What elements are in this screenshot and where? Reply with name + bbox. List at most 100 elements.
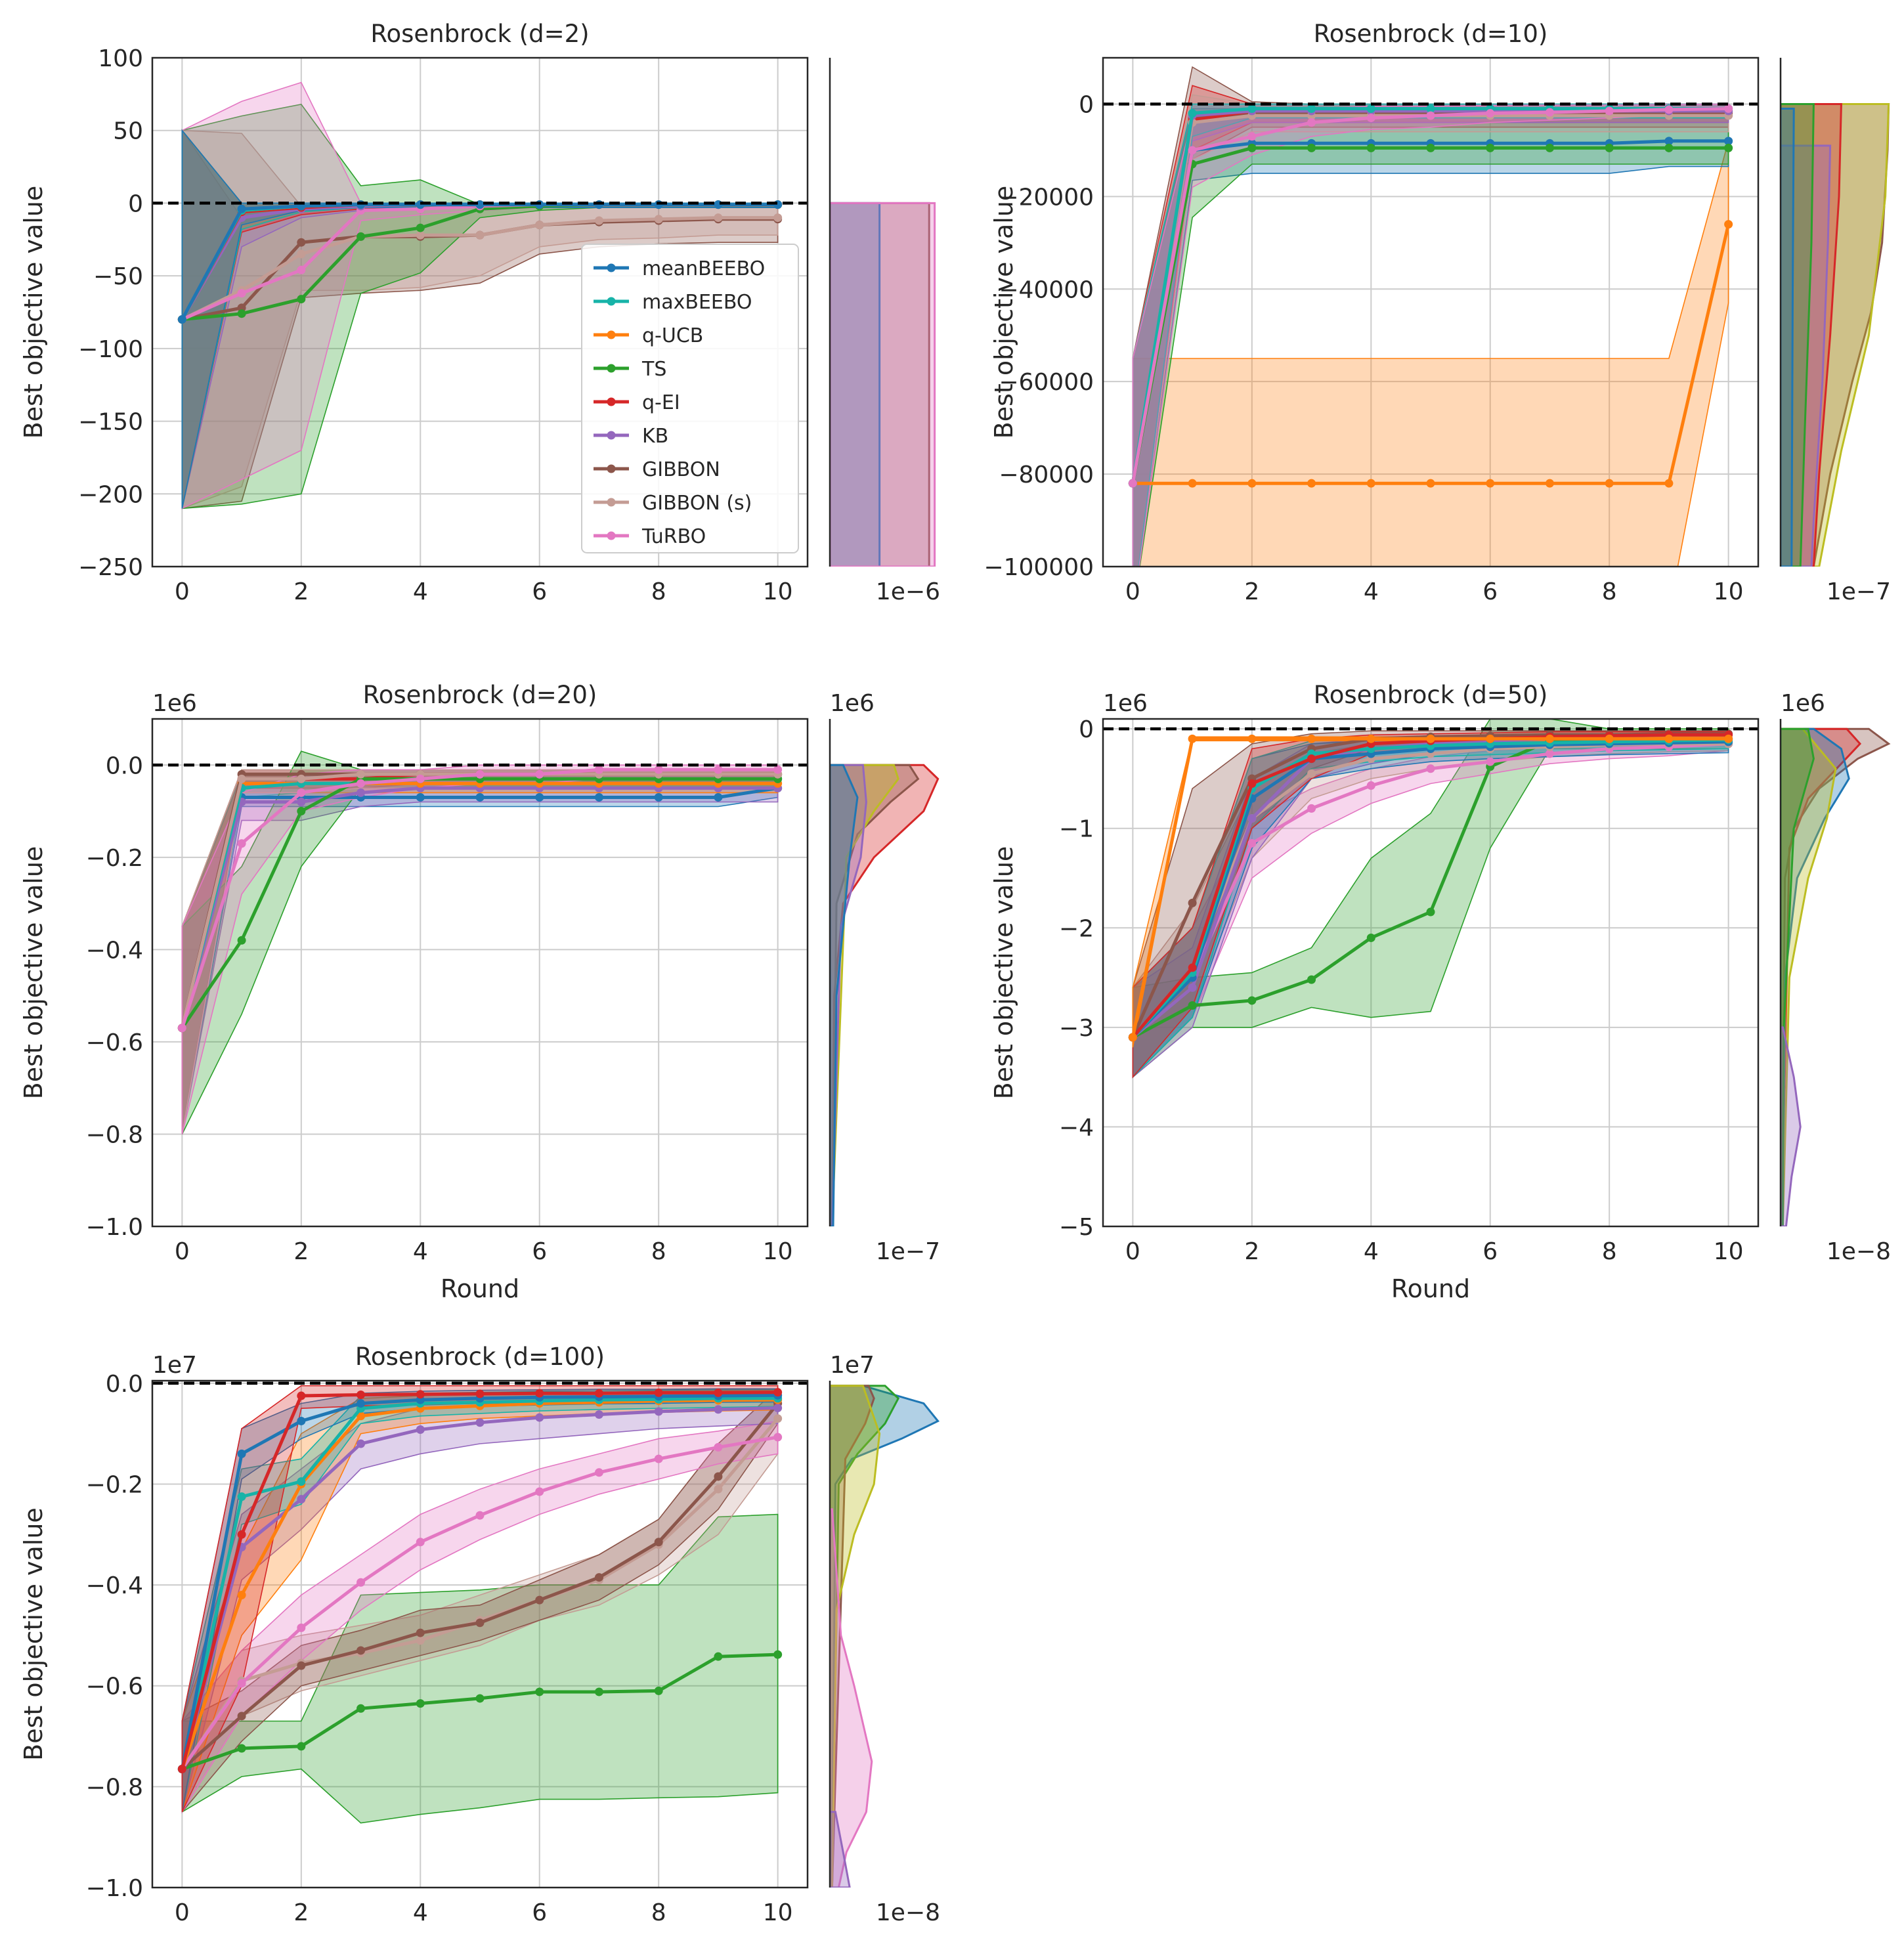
point-q-ucb [1366, 734, 1375, 743]
point-turbo [475, 1511, 485, 1520]
point-maxbeebo [1247, 104, 1257, 113]
panel-1: 0 2 4 6 8 10 100 50 0 −50 −100 −150 −200 −250 Rosenbro… [19, 20, 940, 605]
point-kb [1188, 983, 1197, 992]
x-tick-label: 2 [293, 578, 309, 605]
point-q-ei [1188, 963, 1197, 972]
point-turbo [1426, 111, 1435, 120]
kde-extra-kde [830, 1385, 881, 1888]
point-ts [1247, 996, 1257, 1005]
x-tick-label: 2 [1244, 578, 1259, 605]
point-kb [297, 797, 306, 806]
y-tick-label: −0.6 [86, 1029, 143, 1056]
point-turbo [535, 769, 544, 779]
x-tick-label: 8 [1602, 1238, 1617, 1265]
point-meanbeebo [654, 792, 663, 802]
x-tick-label: 0 [175, 1899, 190, 1926]
point-q-ucb [237, 1590, 246, 1599]
point-meanbeebo [1724, 137, 1733, 146]
y-offset-label: 1e6 [152, 690, 197, 717]
band-q-ucb [1132, 140, 1729, 567]
point-turbo [1605, 106, 1614, 116]
point-maxbeebo [297, 1477, 306, 1486]
panel-title: Rosenbrock (d=100) [355, 1343, 605, 1371]
point-turbo [535, 1487, 544, 1496]
x-tick-label: 6 [532, 1899, 547, 1926]
point-gibbon-s- [475, 230, 485, 240]
point-q-ucb [1605, 479, 1614, 488]
point-turbo [654, 1454, 663, 1463]
point-q-ei [594, 1389, 603, 1398]
point-kb [773, 1403, 783, 1412]
point-meanbeebo [297, 1416, 306, 1425]
point-ts [1545, 143, 1554, 152]
point-ts [1247, 143, 1257, 152]
point-turbo [237, 289, 246, 298]
point-ts [1724, 143, 1733, 152]
x-tick-label: 4 [1364, 578, 1379, 605]
point-ts [594, 1687, 603, 1696]
x-tick-label: 8 [1602, 578, 1617, 605]
point-ts [475, 1694, 485, 1703]
point-meanbeebo [177, 315, 186, 324]
legend-label: KB [642, 425, 668, 448]
point-gibbon-s- [297, 249, 306, 259]
y-tick-label: 0.0 [106, 1371, 143, 1398]
point-gibbon [297, 238, 306, 247]
point-q-ucb [1426, 734, 1435, 743]
x-tick-label: 0 [175, 1238, 190, 1265]
kde-area [1781, 727, 1891, 1226]
point-gibbon-s- [535, 221, 544, 230]
point-maxbeebo [1426, 104, 1435, 113]
x-tick-label: 2 [293, 1899, 309, 1926]
kde-area [830, 202, 936, 567]
y-axis-label: Best objective value [989, 186, 1018, 439]
plot-area [1128, 719, 1733, 1079]
point-turbo [357, 1578, 366, 1587]
y-tick-label: −0.2 [86, 845, 143, 872]
point-turbo [237, 839, 246, 848]
x-tick-label: 6 [532, 578, 547, 605]
point-q-ucb [357, 1412, 366, 1421]
point-q-ei [416, 1390, 425, 1399]
point-kb [1247, 814, 1257, 823]
legend-swatch-marker [607, 297, 616, 306]
panel-title: Rosenbrock (d=2) [370, 20, 589, 48]
y-tick-label: −1 [1059, 816, 1094, 843]
x-tick-label: 0 [175, 578, 190, 605]
point-turbo [714, 1442, 723, 1452]
point-turbo [654, 765, 663, 774]
point-turbo [1545, 108, 1554, 117]
point-ts [1366, 933, 1375, 942]
x-tick-label: 0 [1125, 1238, 1140, 1265]
point-ts [1605, 143, 1614, 152]
point-gibbon [416, 1628, 425, 1637]
point-gibbon-s- [654, 215, 663, 224]
y-tick-label: −0.8 [86, 1121, 143, 1148]
point-gibbon-s- [773, 1414, 783, 1423]
point-turbo [1188, 146, 1197, 155]
kde-panel: 1e−8 1e7 [829, 1352, 940, 1926]
point-kb [416, 1425, 425, 1435]
x-tick-label: 4 [413, 1238, 428, 1265]
legend-label: GIBBON (s) [642, 492, 752, 515]
y-tick-label: −0.8 [86, 1774, 143, 1801]
legend-swatch-marker [607, 364, 616, 373]
point-q-ei [237, 1530, 246, 1539]
kde-offset-label: 1e−6 [876, 578, 940, 605]
legend-label: q-EI [642, 391, 680, 414]
point-meanbeebo [1664, 137, 1674, 146]
point-kb [654, 1407, 663, 1416]
point-gibbon-s- [714, 213, 723, 223]
point-q-ucb [1426, 479, 1435, 488]
x-axis-label: Round [441, 1274, 519, 1303]
x-tick-label: 8 [651, 1899, 666, 1926]
point-ts [297, 1742, 306, 1751]
y-tick-label: −5 [1059, 1214, 1094, 1241]
x-axis-label: Round [1391, 1274, 1470, 1303]
y-tick-label: 0 [1079, 716, 1094, 743]
legend-swatch-marker [607, 431, 616, 440]
point-gibbon [357, 1646, 366, 1655]
point-kb [594, 1410, 603, 1419]
point-turbo [773, 1433, 783, 1442]
point-turbo [594, 1468, 603, 1477]
